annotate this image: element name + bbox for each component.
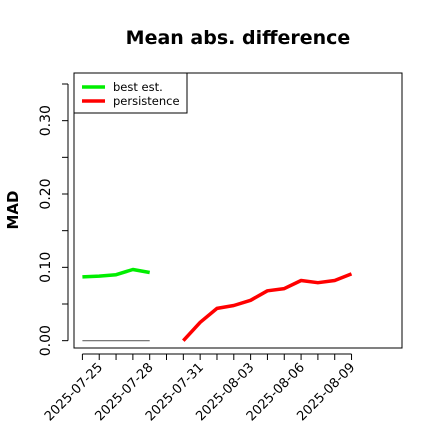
legend-box bbox=[73, 72, 188, 114]
y-axis: 0.00 0.10 0.20 0.30 bbox=[38, 83, 69, 356]
legend-label: persistence bbox=[113, 94, 180, 108]
legend: best est.persistence bbox=[73, 72, 188, 114]
y-tick-label: 0.20 bbox=[38, 178, 54, 209]
y-axis-label: MAD bbox=[4, 191, 22, 230]
y-tick-label: 0.00 bbox=[38, 325, 54, 356]
y-tick-label: 0.30 bbox=[38, 105, 54, 136]
series-line-persistence bbox=[182, 272, 353, 342]
y-tick-label: 0.10 bbox=[38, 252, 54, 283]
chart-title: Mean abs. difference bbox=[126, 27, 351, 49]
plot-frame bbox=[73, 72, 403, 349]
series-layer bbox=[82, 267, 353, 342]
series-line-best-est- bbox=[82, 267, 151, 279]
x-axis: 2025-07-252025-07-282025-07-312025-08-03… bbox=[42, 353, 358, 424]
legend-label: best est. bbox=[113, 80, 163, 94]
